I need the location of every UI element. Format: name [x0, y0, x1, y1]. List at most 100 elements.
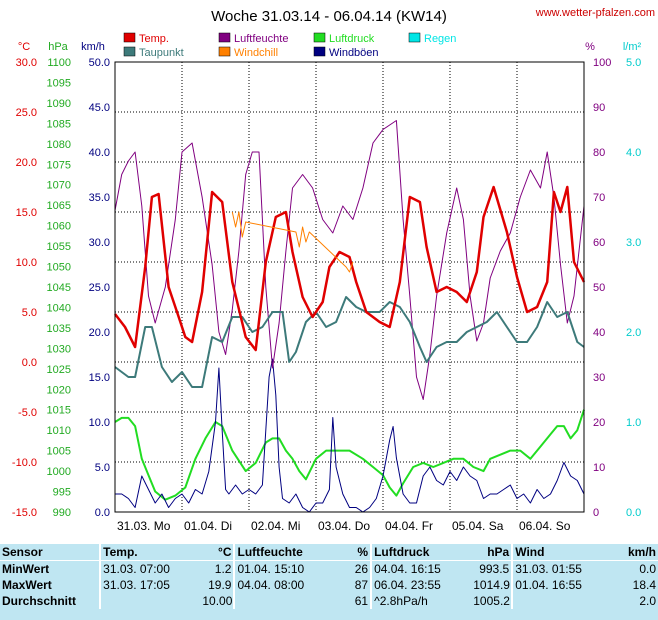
stats-row-max: MaxWert 31.03. 17:05 19.9 04.04. 08:00 8… — [0, 577, 658, 593]
stats-row-avg: Durchschnitt 10.00 61 ^2.8hPa/h 1005.2 2… — [0, 593, 658, 609]
y-tick-pressure: 1020 — [47, 384, 71, 396]
y-tick-pressure: 1015 — [47, 405, 71, 417]
y-tick-temp: 0.0 — [22, 357, 37, 369]
y-tick-temp: 10.0 — [16, 257, 37, 269]
press-min-time: 04.04. 16:15 — [370, 560, 472, 577]
y-tick-pressure: 1055 — [47, 241, 71, 253]
legend-swatch — [123, 46, 136, 57]
y-tick-pressure: 1060 — [47, 221, 71, 233]
y-tick-wind: 35.0 — [89, 192, 110, 204]
y-tick-humidity: 0 — [593, 507, 599, 519]
temp-avg-time — [99, 593, 201, 609]
press-max-value: 1014.9 — [473, 578, 510, 592]
axis-unit-temp: °C — [18, 41, 30, 53]
stats-header-row: Sensor Temp. °C Luftfeuchte % Luftdruck … — [0, 544, 658, 561]
wind-avg-value: 2.0 — [639, 594, 656, 608]
temp-avg-value: 10.00 — [202, 594, 233, 608]
legend-swatch — [408, 32, 421, 43]
stats-header-press: Luftdruck — [370, 544, 472, 561]
legend-label: Luftfeuchte — [234, 33, 288, 45]
stats-header-hum-unit: % — [336, 544, 372, 561]
y-tick-wind: 10.0 — [89, 417, 110, 429]
y-tick-wind: 15.0 — [89, 372, 110, 384]
y-tick-pressure: 1095 — [47, 77, 71, 89]
y-tick-pressure: 1035 — [47, 323, 71, 335]
axis-unit-rain: l/m² — [623, 41, 642, 53]
legend-label: Windchill — [234, 47, 278, 59]
y-tick-temp: 30.0 — [16, 57, 37, 69]
y-tick-temp: -5.0 — [18, 407, 37, 419]
y-tick-pressure: 1080 — [47, 139, 71, 151]
legend-swatch — [218, 32, 231, 43]
y-tick-rain: 3.0 — [626, 237, 641, 249]
y-tick-pressure: 1005 — [47, 446, 71, 458]
y-tick-wind: 25.0 — [89, 282, 110, 294]
stats-table: Sensor Temp. °C Luftfeuchte % Luftdruck … — [0, 544, 658, 609]
y-tick-rain: 0.0 — [626, 507, 641, 519]
y-tick-humidity: 90 — [593, 102, 605, 114]
y-tick-pressure: 1025 — [47, 364, 71, 376]
x-tick-label: 31.03. Mo — [117, 519, 171, 533]
y-tick-wind: 40.0 — [89, 147, 110, 159]
hum-min-time: 01.04. 15:10 — [233, 560, 337, 577]
y-tick-pressure: 1000 — [47, 466, 71, 478]
y-tick-wind: 30.0 — [89, 237, 110, 249]
y-tick-pressure: 1030 — [47, 343, 71, 355]
y-tick-temp: -15.0 — [12, 507, 37, 519]
y-tick-pressure: 995 — [53, 487, 71, 499]
y-tick-humidity: 20 — [593, 417, 605, 429]
legend-label: Regen — [424, 33, 456, 45]
series-line-luftfeuchte — [114, 120, 585, 400]
y-tick-pressure: 1070 — [47, 180, 71, 192]
y-tick-wind: 20.0 — [89, 327, 110, 339]
y-tick-temp: 5.0 — [22, 307, 37, 319]
plot-frame — [114, 61, 585, 513]
series-line-taupunkt — [114, 296, 585, 388]
hum-max-time: 04.04. 08:00 — [233, 577, 337, 593]
y-tick-temp: 15.0 — [16, 207, 37, 219]
hum-avg-time — [233, 593, 337, 609]
chart-title: Woche 31.03.14 - 06.04.14 (KW14) — [211, 8, 447, 25]
legend-swatch — [218, 46, 231, 57]
x-axis-ticks: 31.03. Mo 01.04. Di 02.04. Mi 03.04. Do 04.0… — [117, 519, 571, 533]
press-avg-value: 1005.2 — [473, 594, 510, 608]
y-axis-ticks: 30.0 25.0 20.0 15.0 10.0 5.0 0.0 -5.0 -10.0 -15.0… — [12, 57, 641, 519]
y-tick-temp: 25.0 — [16, 107, 37, 119]
hum-min-value: 26 — [354, 562, 369, 576]
legend-label: Luftdruck — [329, 33, 375, 45]
y-tick-rain: 2.0 — [626, 327, 641, 339]
y-tick-rain: 4.0 — [626, 147, 641, 159]
series-line-temp — [114, 185, 586, 352]
stats-header-temp: Temp. — [99, 544, 201, 561]
series-line-windchill — [231, 211, 354, 273]
wind-min-value: 0.0 — [639, 562, 656, 576]
chart-grid — [115, 62, 584, 512]
y-tick-pressure: 1075 — [47, 159, 71, 171]
press-max-time: 06.04. 23:55 — [370, 577, 472, 593]
stats-header-press-unit: hPa — [471, 544, 513, 561]
hum-avg-value: 61 — [354, 594, 369, 608]
wind-max-value: 18.4 — [632, 578, 656, 592]
y-tick-wind: 45.0 — [89, 102, 110, 114]
wind-min-time: 31.03. 01:55 — [511, 560, 615, 577]
temp-max-time: 31.03. 17:05 — [99, 577, 201, 593]
source-url: www.wetter-pfalzen.com — [535, 7, 655, 19]
legend-label: Windböen — [329, 47, 379, 59]
y-tick-pressure: 1085 — [47, 118, 71, 130]
wind-avg-time — [511, 593, 615, 609]
y-tick-temp: 20.0 — [16, 157, 37, 169]
y-tick-pressure: 1010 — [47, 425, 71, 437]
legend-swatch — [313, 46, 326, 57]
stats-row-min: MinWert 31.03. 07:00 1.2 01.04. 15:10 26… — [0, 560, 658, 577]
stats-panel: Sensor Temp. °C Luftfeuchte % Luftdruck … — [0, 544, 658, 620]
stats-header-sensor: Sensor — [0, 544, 101, 561]
stats-header-wind-unit: km/h — [614, 544, 658, 561]
hum-max-value: 87 — [354, 578, 369, 592]
x-tick-label: 01.04. Di — [184, 519, 232, 533]
x-tick-label: 06.04. So — [519, 519, 571, 533]
press-trend: ^2.8hPa/h — [370, 593, 472, 609]
stats-row-label: Durchschnitt — [2, 594, 77, 608]
weather-chart: Woche 31.03.14 - 06.04.14 (KW14) www.wet… — [12, 7, 655, 533]
axis-unit-wind: km/h — [81, 41, 105, 53]
legend-label: Temp. — [139, 33, 169, 45]
